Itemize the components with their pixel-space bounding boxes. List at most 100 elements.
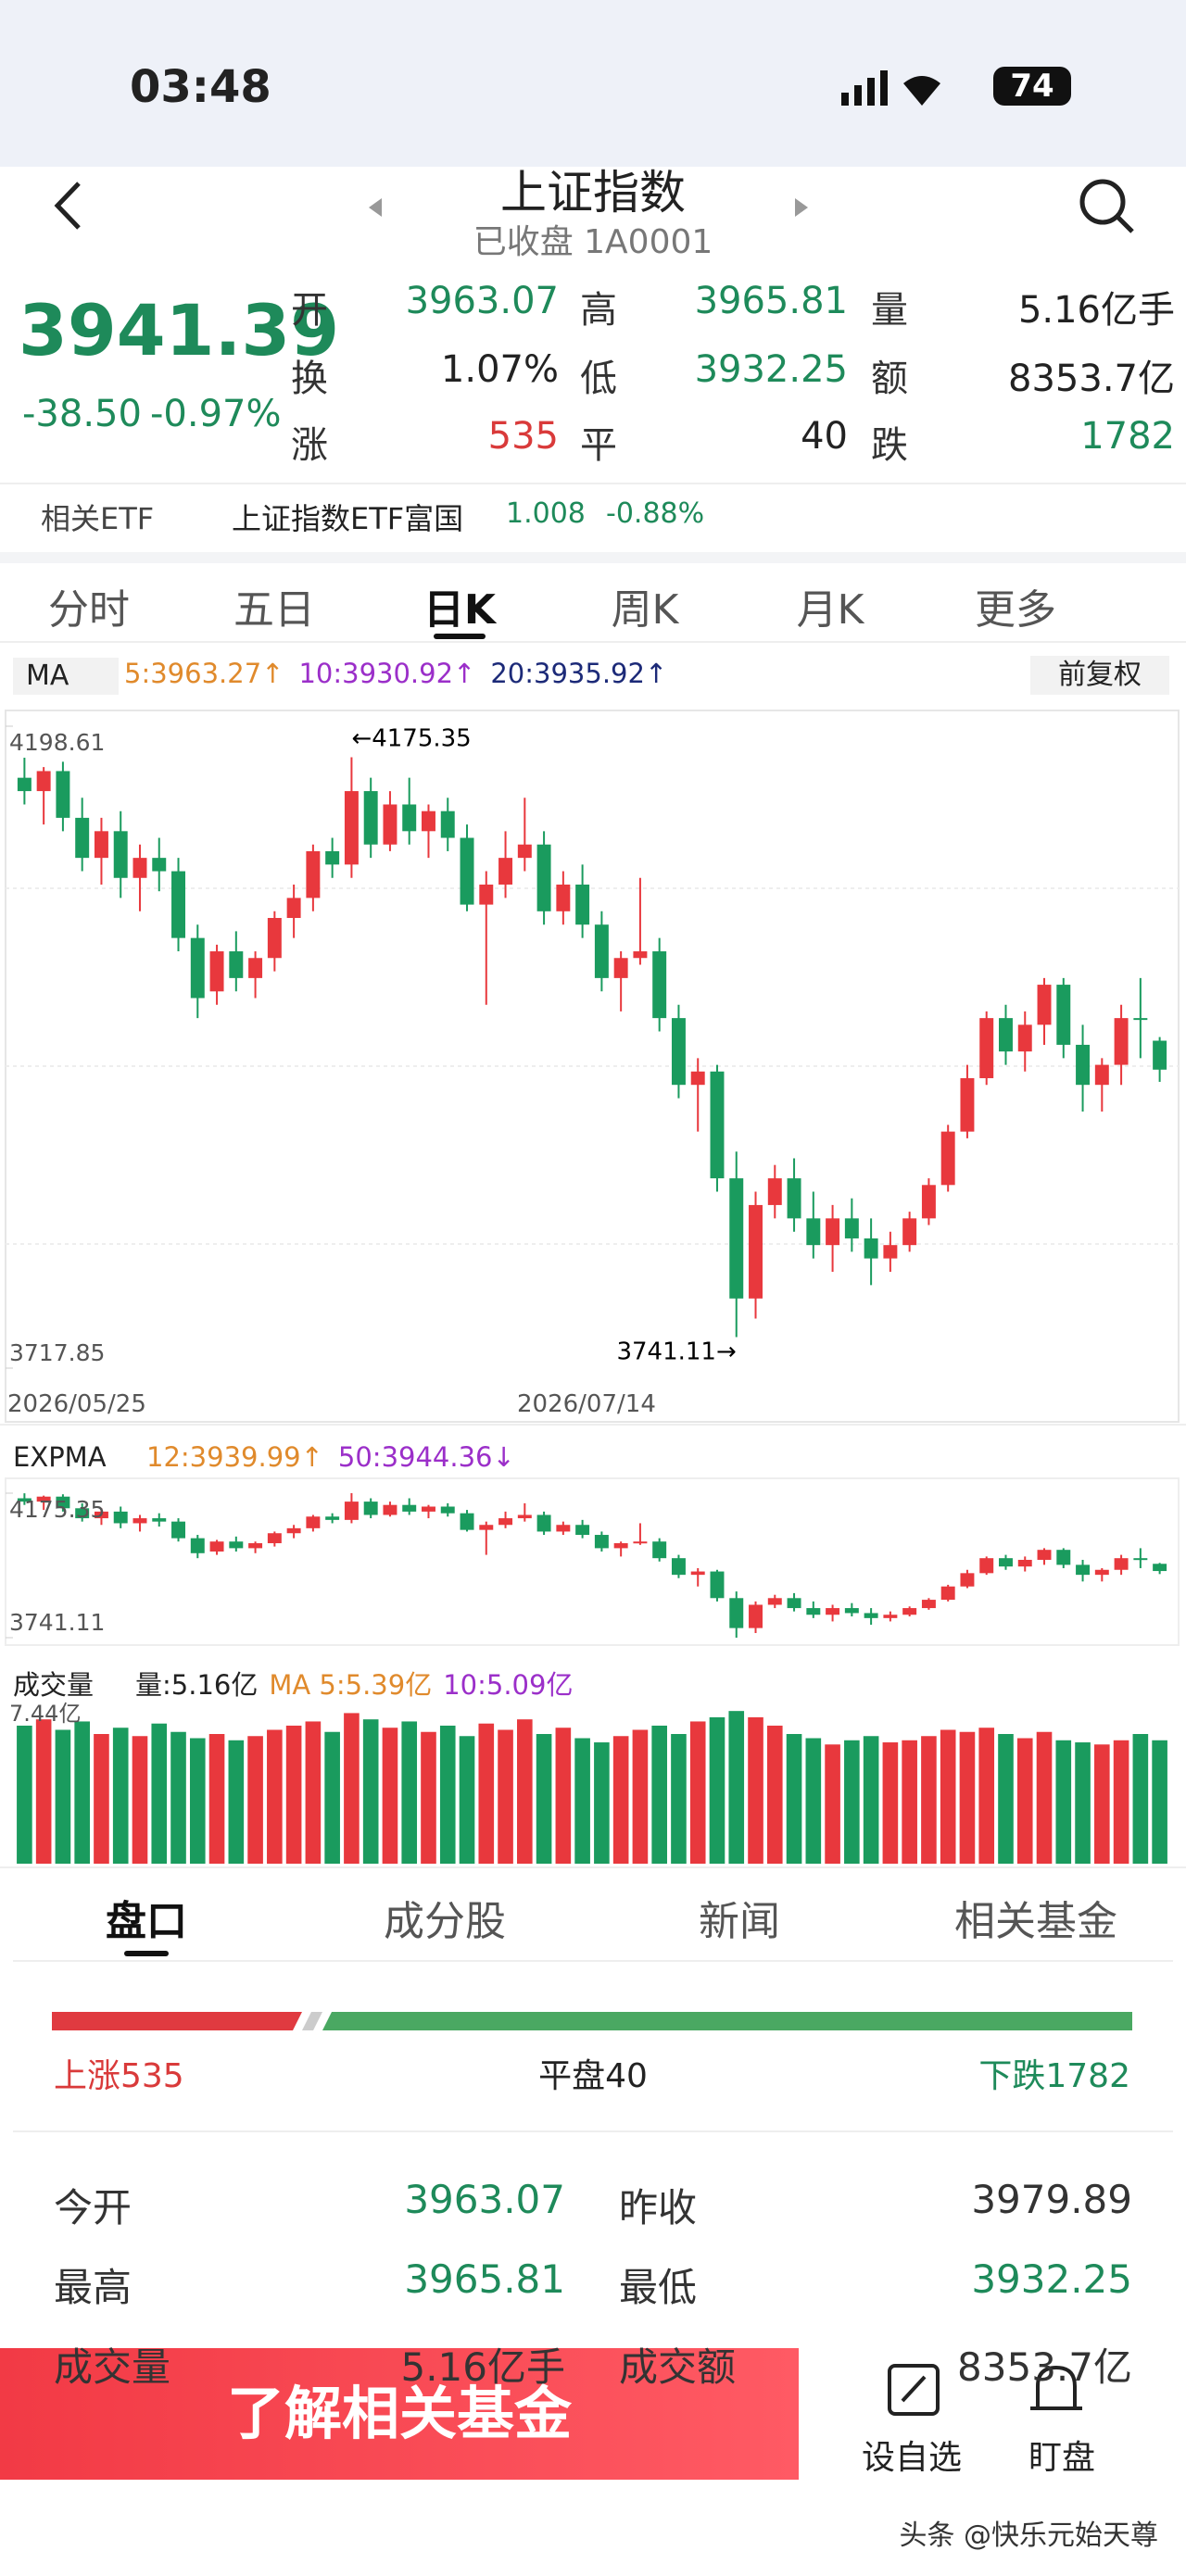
volume-bar [35, 1719, 52, 1864]
y-tick-label: 3717.85 [9, 1339, 105, 1366]
etf-price: 1.008 [506, 497, 586, 530]
stat-value: 3979.89 [971, 2177, 1132, 2222]
candle-body [440, 1506, 455, 1514]
bottom-tab[interactable]: 成分股 [384, 1898, 506, 1945]
candle-body [1056, 1550, 1071, 1565]
breadth-down: 下跌1782 [978, 2057, 1130, 2095]
low-annotation: 3741.11→ [616, 1338, 736, 1365]
tab[interactable]: 日K [423, 586, 497, 634]
title: 上证指数 [500, 166, 686, 220]
volume-bar [574, 1738, 590, 1864]
candle-body [171, 871, 185, 938]
tab[interactable]: 更多 [975, 586, 1056, 634]
candle-body [1017, 1559, 1032, 1567]
candle-body [749, 1604, 763, 1628]
volume-bar [170, 1731, 186, 1864]
stat-label: 今开 [54, 2185, 132, 2230]
x-date-label: 2026/07/14 [517, 1390, 656, 1418]
bottom-tab[interactable]: 盘口 [106, 1898, 187, 1945]
candle-body [460, 837, 474, 905]
volume-bar [1016, 1738, 1033, 1864]
volume-bar [825, 1744, 840, 1864]
tab[interactable]: 月K [796, 586, 864, 634]
candle-body [979, 1558, 994, 1574]
candle-body [940, 1586, 955, 1601]
stat-label: 昨收 [619, 2185, 698, 2230]
field-value: 8353.7亿 [1008, 358, 1175, 400]
volume-bar [651, 1725, 667, 1864]
header-icons[interactable] [46, 176, 1158, 241]
adjust-select[interactable]: 前复权 [1030, 656, 1169, 695]
field-value: 5.16亿手 [1017, 289, 1175, 332]
candle-body [460, 1513, 474, 1530]
tab[interactable]: 分时 [48, 586, 130, 634]
volume-bar [671, 1734, 687, 1864]
volume-top-label: 7.44亿 [9, 1701, 81, 1727]
change-pct: -0.97% [150, 393, 282, 435]
candle-body [17, 777, 32, 792]
candle-body [229, 1541, 244, 1549]
status-bg [0, 0, 1186, 167]
ma-select[interactable]: MA [13, 658, 119, 695]
volume-bar [285, 1725, 302, 1864]
legend-item: 10:3930.92↑ [298, 658, 476, 689]
legend-item: 50:3944.36↓ [337, 1441, 515, 1473]
volume-bar [478, 1723, 495, 1864]
candle-body [556, 1525, 571, 1532]
volume-bar [805, 1738, 822, 1864]
field-value: 535 [487, 415, 559, 458]
action-bar [799, 2348, 1186, 2483]
candle-body [864, 1613, 878, 1618]
candle-body [1153, 1040, 1167, 1070]
candle-body [94, 1511, 108, 1519]
volume-bar [766, 1725, 783, 1864]
bottom-tab[interactable]: 相关基金 [954, 1898, 1117, 1945]
volume-bar [555, 1728, 572, 1864]
field-label: 换 [291, 358, 328, 400]
candle-body [498, 858, 513, 885]
candle-body [325, 1516, 340, 1520]
legend-item: 12:3939.99↑ [146, 1441, 323, 1473]
breadth-up: 上涨535 [54, 2057, 184, 2095]
volume-bar [632, 1729, 649, 1864]
tab[interactable]: 五日 [233, 586, 315, 634]
candle-body [806, 1218, 821, 1246]
candle-body [152, 858, 167, 872]
candle-body [422, 1506, 435, 1512]
candle-body [267, 918, 282, 959]
etf-name[interactable]: 上证指数ETF富国 [232, 501, 464, 536]
field-label: 量 [871, 289, 908, 332]
volume-label: 成交量 [13, 1669, 95, 1701]
tab[interactable]: 周K [611, 586, 679, 634]
action[interactable]: 盯盘 [1028, 2439, 1096, 2477]
cta-button[interactable]: 了解相关基金 [0, 2348, 799, 2480]
candle-body [575, 1525, 590, 1536]
stat-value: 3932.25 [971, 2256, 1132, 2302]
divider [0, 641, 1186, 643]
field-label: 涨 [291, 424, 328, 467]
candle-body [710, 1071, 725, 1179]
candle-body [248, 1543, 263, 1549]
candle-body [902, 1218, 917, 1246]
volume-bar [594, 1742, 610, 1864]
action[interactable]: 设自选 [862, 2439, 963, 2477]
volume-bar [1075, 1742, 1091, 1864]
candle-body [344, 791, 359, 865]
candle-body [613, 1543, 628, 1549]
candle-body [402, 1504, 417, 1512]
volume-bar [344, 1713, 360, 1864]
candle-body [767, 1598, 782, 1605]
candle-body [960, 1077, 975, 1132]
candle-body [36, 1496, 51, 1502]
clock: 03:48 [130, 61, 271, 113]
candle-body [344, 1502, 359, 1520]
candle-body [1037, 1550, 1052, 1560]
candle-body [652, 951, 667, 1019]
candle-body [286, 898, 301, 919]
y-tick-label: 4198.61 [9, 729, 105, 756]
volume-bar [132, 1736, 148, 1864]
bottom-tab[interactable]: 新闻 [699, 1898, 780, 1945]
volume-bar [1152, 1740, 1167, 1864]
candle-body [209, 951, 224, 992]
charts: 4198.61 3717.85 ←4175.35 3741.11→ 2026/05/25… [0, 710, 1186, 1868]
